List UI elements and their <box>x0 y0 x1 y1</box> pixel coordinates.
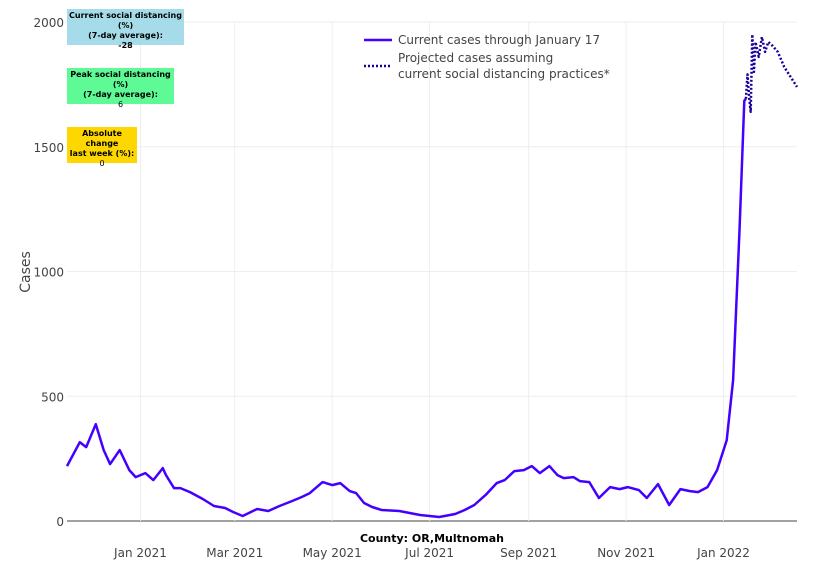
y-tick-label: 2000 <box>33 16 64 30</box>
x-tick-label: Nov 2021 <box>597 546 655 560</box>
x-tick-label: Sep 2021 <box>500 546 557 560</box>
legend-label-projected-1: Projected cases assuming <box>398 51 553 65</box>
box-subtitle: (7-day average): <box>88 31 163 40</box>
x-tick-label: Jul 2021 <box>404 546 454 560</box>
box-title: Absolute change <box>82 129 122 148</box>
x-tick-label: Jan 2022 <box>696 546 750 560</box>
absolute-change-box: Absolute change last week (%): 0 <box>67 127 137 168</box>
x-axis-label: County: OR,Multnomah <box>360 532 504 545</box>
box-subtitle: (7-day average): <box>83 90 158 99</box>
x-tick-label: May 2021 <box>303 546 362 560</box>
projected-cases-line <box>744 33 799 114</box>
box-value: 6 <box>117 100 124 109</box>
box-subtitle: last week (%): <box>69 149 135 158</box>
peak-distancing-box: Peak social distancing (%) (7-day averag… <box>67 68 174 109</box>
legend-label-current: Current cases through January 17 <box>398 33 600 47</box>
box-value: -28 <box>118 41 133 50</box>
x-tick-label: Mar 2021 <box>206 546 263 560</box>
y-tick-label: 1000 <box>33 266 64 280</box>
y-tick-label: 500 <box>41 390 64 404</box>
x-tick-label: Jan 2021 <box>113 546 167 560</box>
legend-label-projected-2: current social distancing practices* <box>398 67 610 81</box>
box-title: Peak social distancing (%) <box>70 70 171 89</box>
box-title: Current social distancing (%) <box>69 11 182 30</box>
y-axis-label: Cases <box>18 251 34 293</box>
current-cases-line <box>65 98 747 519</box>
y-tick-label: 0 <box>56 515 64 529</box>
legend: Current cases through January 17 Project… <box>364 33 610 81</box>
y-tick-label: 1500 <box>33 141 64 155</box>
current-distancing-box: Current social distancing (%) (7-day ave… <box>67 9 184 50</box>
box-value: 0 <box>99 159 105 168</box>
